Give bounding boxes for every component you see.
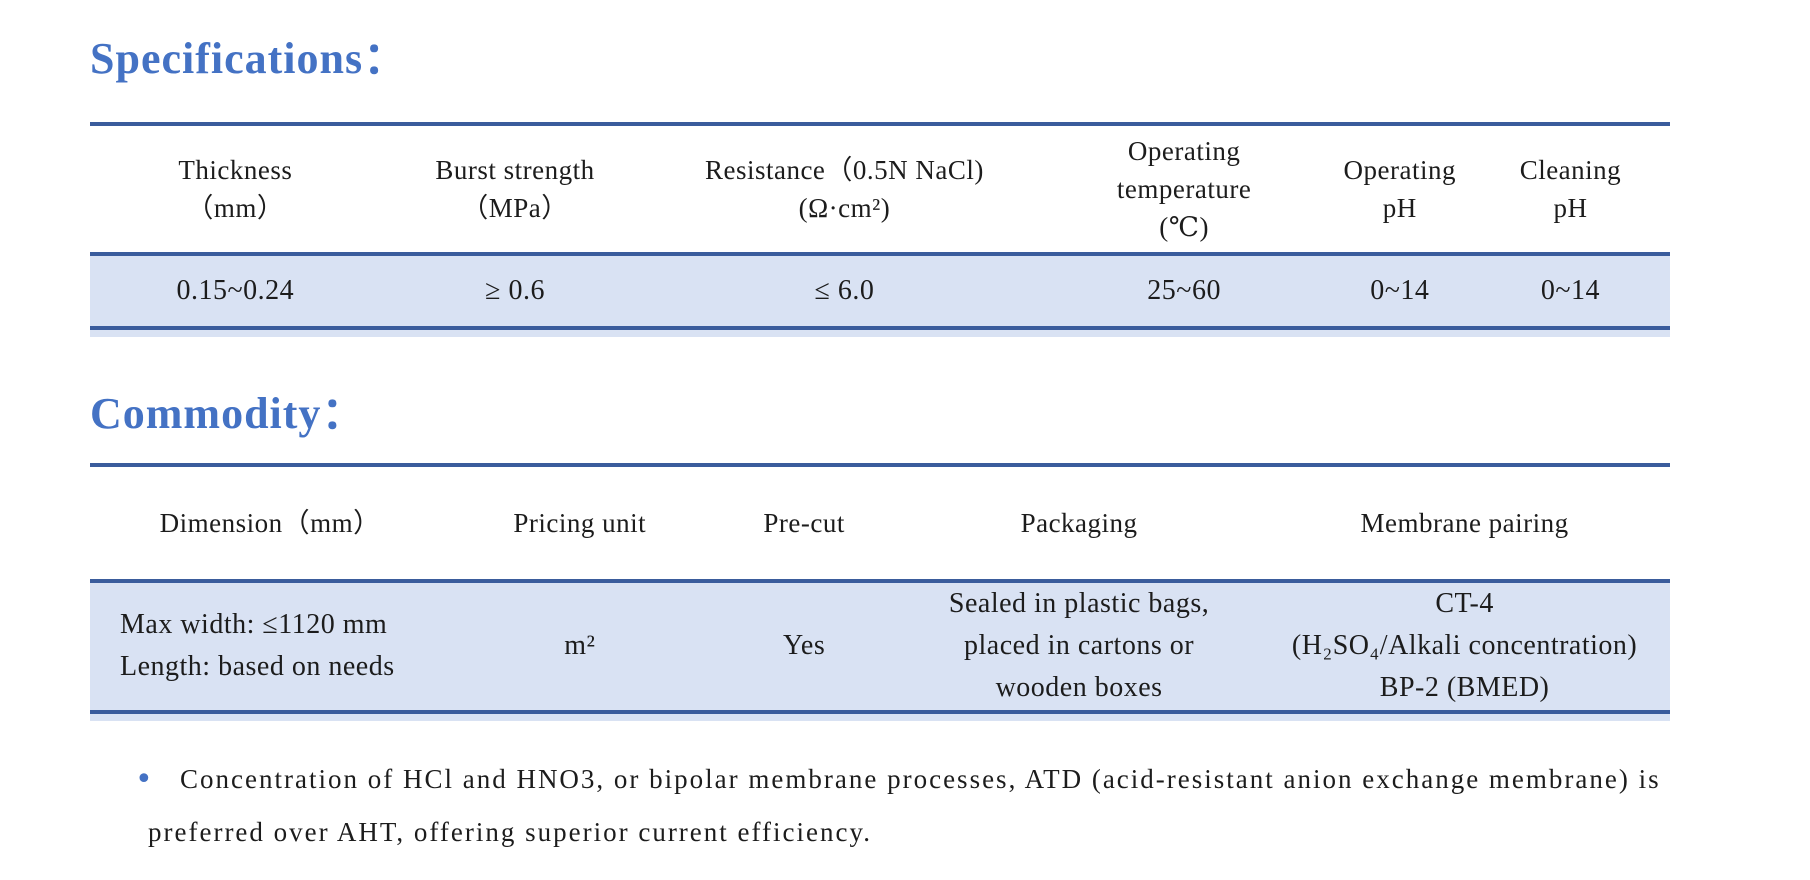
cell-membrane-pairing-value: CT-4 (H₂SO₄/Alkali concentration) BP-2 (…	[1259, 579, 1670, 721]
column-header-cleaning-ph: Cleaning pH	[1519, 155, 1622, 223]
cell-dimension-value: Max width: ≤1120 mm Length: based on nee…	[90, 579, 451, 721]
column-header-pre-cut: Pre-cut	[763, 508, 845, 538]
cell-packaging-value: Sealed in plastic bags, placed in carton…	[898, 579, 1260, 721]
bullet-icon: •	[135, 762, 155, 797]
commodity-data-row: Max width: ≤1120 mm Length: based on nee…	[90, 579, 1670, 721]
cell-pre-cut-value: Yes	[709, 579, 899, 721]
specifications-table-header: Thickness （mm） Burst strength （MPa） Resi…	[90, 124, 1670, 254]
column-header-thickness: Thickness （mm）	[178, 155, 293, 223]
cell-pricing-unit-value: m²	[450, 579, 710, 721]
cell-operating-ph-value: 0~14	[1328, 252, 1471, 337]
column-header-membrane-pairing: Membrane pairing	[1360, 508, 1569, 538]
column-header-packaging: Packaging	[1020, 508, 1138, 538]
commodity-table-header: Dimension（mm） Pricing unit Pre-cut Packa…	[90, 465, 1670, 581]
footnote-line-2: preferred over AHT, offering superior cu…	[148, 817, 872, 847]
commodity-table: Dimension（mm） Pricing unit Pre-cut Packa…	[90, 463, 1670, 721]
cell-cleaning-ph-value: 0~14	[1470, 252, 1670, 337]
cell-thickness-value: 0.15~0.24	[90, 252, 381, 337]
commodity-heading: Commodity：	[90, 389, 367, 438]
specifications-data-row: 0.15~0.24 ≥ 0.6 ≤ 6.0 25~60 0~14 0~14	[90, 252, 1670, 337]
footnote: • Concentration of HCl and HNO3, or bipo…	[90, 753, 1670, 859]
cell-operating-temperature-value: 25~60	[1039, 252, 1329, 337]
column-header-operating-ph: Operating pH	[1343, 155, 1457, 223]
page-content: Specifications： Thickness （mm） Burst str…	[90, 22, 1670, 859]
footnote-line-1: Concentration of HCl and HNO3, or bipola…	[180, 764, 1661, 794]
column-header-pricing-unit: Pricing unit	[513, 508, 647, 538]
specifications-table: Thickness （mm） Burst strength （MPa） Resi…	[90, 122, 1670, 337]
specifications-heading: Specifications：	[90, 34, 409, 83]
column-header-operating-temperature: Operating temperature (℃)	[1116, 136, 1252, 242]
column-header-resistance: Resistance（0.5N NaCl) (Ω·cm²)	[704, 155, 984, 223]
column-header-burst-strength: Burst strength （MPa）	[435, 155, 595, 223]
column-header-dimension: Dimension（mm）	[159, 508, 381, 538]
cell-resistance-value: ≤ 6.0	[649, 252, 1040, 337]
cell-burst-strength-value: ≥ 0.6	[380, 252, 650, 337]
